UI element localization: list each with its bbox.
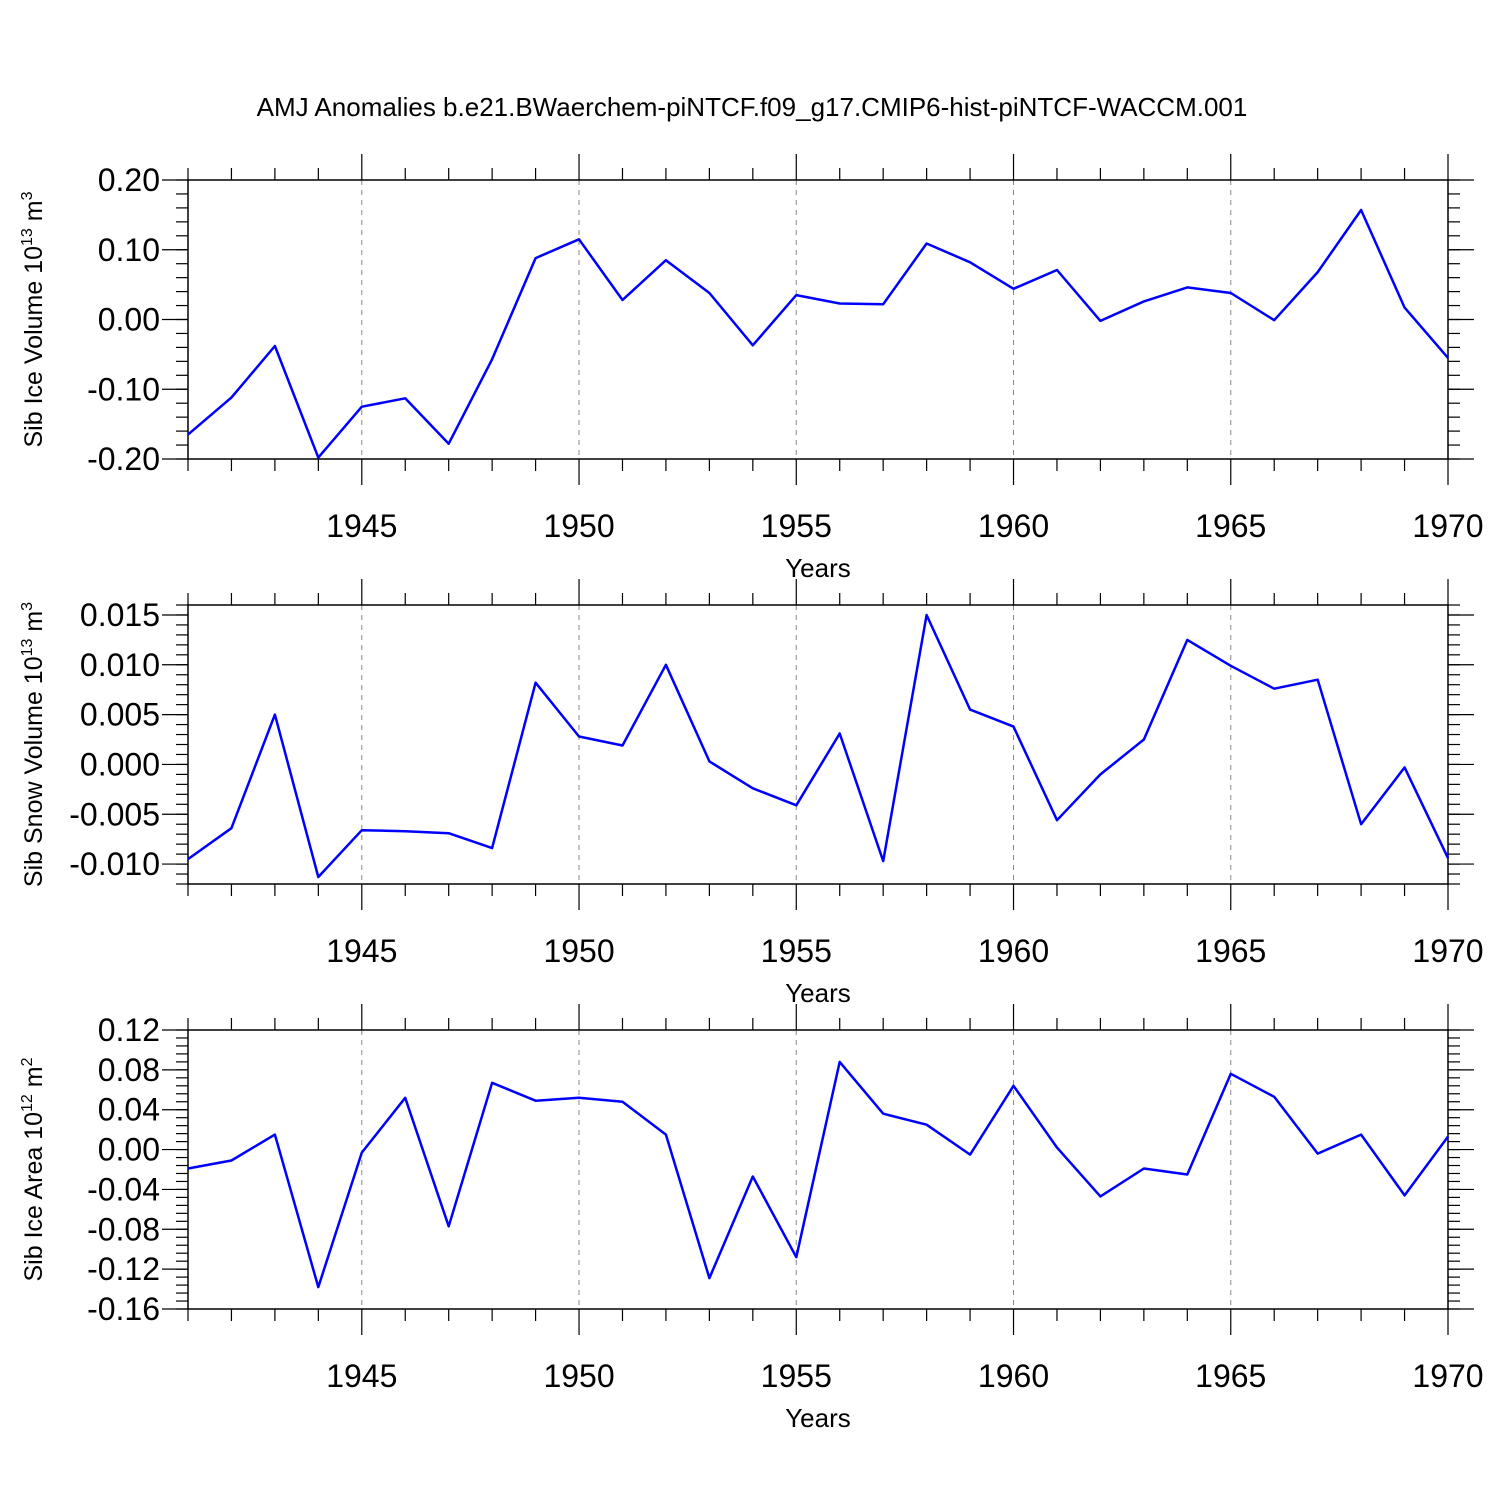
- x-axis-label: Years: [785, 978, 851, 1008]
- y-tick-label: 0.08: [98, 1052, 160, 1088]
- y-tick-label: 0.000: [80, 746, 160, 782]
- panel-3: 1945 1950 1955 1960 1965 1970 Years 0.12 0.08 0.0…: [19, 1004, 1484, 1433]
- x-tick-label: 1955: [761, 933, 832, 969]
- x-tick-label: 1950: [543, 1358, 614, 1394]
- y-tick-label: 0.12: [98, 1012, 160, 1048]
- y-axis-label: Sib Ice Volume 1013 m3: [19, 191, 48, 447]
- y-tick-label: -0.04: [87, 1171, 160, 1207]
- x-tick-label: 1945: [326, 508, 397, 544]
- x-tick-label: 1970: [1412, 933, 1483, 969]
- plot-frame: [187, 604, 1449, 885]
- x-tick-label: 1960: [978, 1358, 1049, 1394]
- series-line: [187, 613, 1450, 879]
- x-tick-label: 1950: [543, 933, 614, 969]
- x-tick-label: 1970: [1412, 508, 1483, 544]
- y-tick-label: 0.20: [98, 162, 160, 198]
- x-tick-label: 1960: [978, 508, 1049, 544]
- x-tick-label: 1965: [1195, 933, 1266, 969]
- plot-frame: [187, 179, 1449, 460]
- x-tick-label: 1965: [1195, 508, 1266, 544]
- y-tick-label: -0.12: [87, 1251, 160, 1287]
- y-tick-label: -0.10: [87, 371, 160, 407]
- y-tick-label: 0.005: [80, 697, 160, 733]
- x-tick-label: 1955: [761, 1358, 832, 1394]
- y-tick-label: 0.04: [98, 1092, 160, 1128]
- y-tick-label: 0.010: [80, 647, 160, 683]
- x-tick-label: 1955: [761, 508, 832, 544]
- y-axis-label: Sib Snow Volume 1013 m3: [19, 602, 48, 887]
- y-tick-label: -0.16: [87, 1291, 160, 1327]
- x-axis-label: Years: [785, 1403, 851, 1433]
- y-tick-label: -0.005: [69, 796, 160, 832]
- y-tick-label: 0.10: [98, 232, 160, 268]
- x-tick-label: 1950: [543, 508, 614, 544]
- panel-2: 1945 1950 1955 1960 1965 1970 Years 0.015 0.010 0…: [19, 579, 1484, 1008]
- y-tick-label: 0.00: [98, 1132, 160, 1168]
- y-axis-label: Sib Ice Area 1012 m2: [19, 1057, 48, 1281]
- chart-title: AMJ Anomalies b.e21.BWaerchem-piNTCF.f09…: [257, 92, 1248, 122]
- series-line: [187, 208, 1449, 459]
- x-tick-label: 1960: [978, 933, 1049, 969]
- y-tick-label: 0.00: [98, 302, 160, 338]
- y-tick-label: -0.08: [87, 1211, 160, 1247]
- x-axis-label: Years: [785, 553, 851, 583]
- series-line: [187, 1060, 1450, 1289]
- x-tick-label: 1945: [326, 933, 397, 969]
- x-tick-label: 1945: [326, 1358, 397, 1394]
- panel-1: AMJ Anomalies b.e21.BWaerchem-piNTCF.f09…: [19, 92, 1484, 583]
- y-tick-label: -0.20: [87, 441, 160, 477]
- y-tick-label: 0.015: [80, 597, 160, 633]
- x-tick-label: 1965: [1195, 1358, 1266, 1394]
- x-tick-label: 1970: [1412, 1358, 1483, 1394]
- y-tick-label: -0.010: [69, 846, 160, 882]
- plot-frame: [187, 1029, 1449, 1310]
